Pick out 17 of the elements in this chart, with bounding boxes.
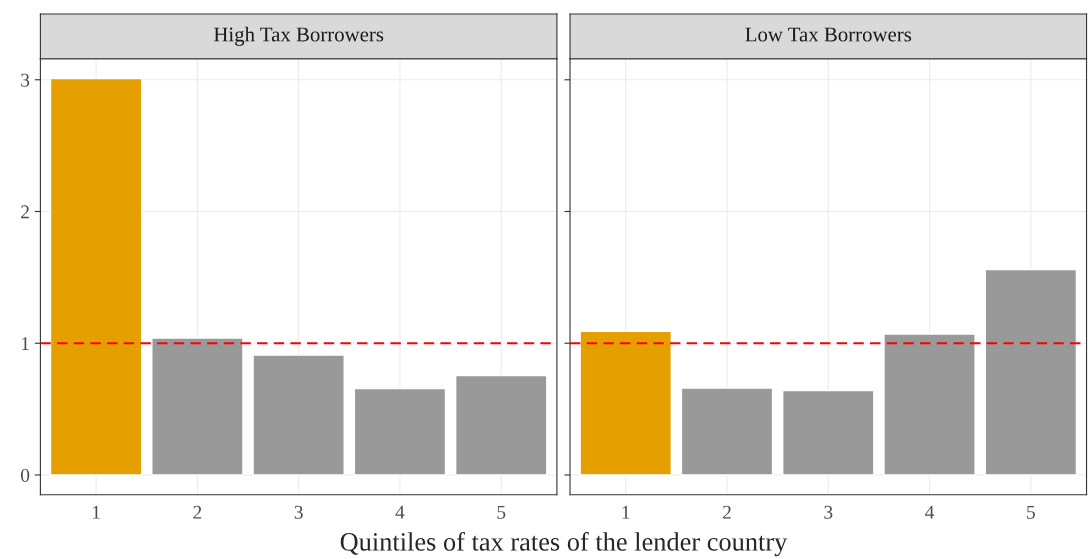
y-tick-label: 1 (21, 337, 29, 350)
x-tick-label: 2 (193, 505, 202, 519)
x-tick-label: 2 (723, 505, 731, 519)
x-tick-label: 5 (1027, 505, 1035, 519)
x-tick-label: 4 (925, 505, 935, 519)
x-axis-title: Quintiles of tax rates of the lender country (340, 531, 788, 557)
x-tick-label: 1 (622, 505, 630, 519)
x-tick-label: 1 (92, 505, 100, 519)
chart-title: Low Tax Borrowers (745, 27, 912, 42)
chart-title: High Tax Borrowers (213, 26, 384, 46)
x-tick-label: 3 (824, 505, 833, 519)
x-tick-label: 4 (395, 505, 405, 519)
y-tick-label: 0 (21, 468, 30, 482)
x-tick-label: 3 (294, 505, 303, 519)
y-tick-label: 2 (21, 205, 29, 219)
x-tick-label: 5 (497, 505, 506, 519)
y-tick-label: 3 (21, 73, 30, 87)
